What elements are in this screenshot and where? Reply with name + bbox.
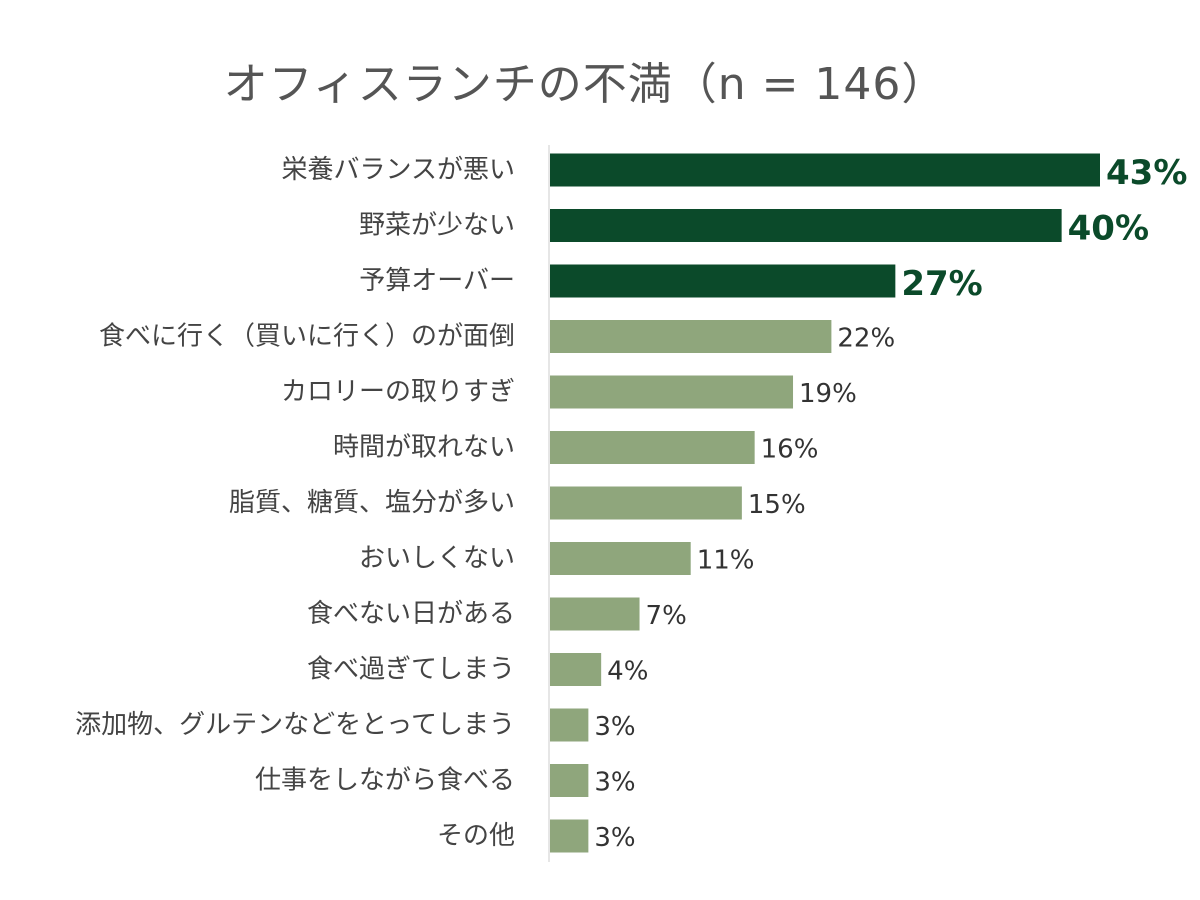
value-label-10: 3% bbox=[594, 712, 635, 742]
category-label-3: 食べに行く（買いに行く）のが面倒 bbox=[99, 322, 515, 352]
bar-12 bbox=[550, 819, 589, 853]
category-label-2: 予算オーバー bbox=[359, 266, 515, 296]
value-label-11: 3% bbox=[594, 768, 635, 798]
bar-4 bbox=[550, 375, 794, 409]
category-labels-group: 栄養バランスが悪い野菜が少ない予算オーバー食べに行く（買いに行く）のが面倒カロリ… bbox=[75, 155, 515, 851]
value-labels-group: 43% 40% 27%22% 19% 16% 15% 11% 7% 4% 3% 3% 3% bbox=[594, 153, 1187, 853]
category-label-5: 時間が取れない bbox=[333, 433, 515, 463]
value-label-4: 19% bbox=[799, 379, 857, 409]
value-label-0: 43% bbox=[1106, 153, 1187, 193]
bar-1 bbox=[550, 209, 1062, 242]
bar-7 bbox=[550, 542, 691, 575]
value-label-3: 22% bbox=[837, 324, 895, 354]
bar-2 bbox=[550, 264, 896, 298]
category-label-8: 食べない日がある bbox=[307, 599, 515, 629]
category-label-12: その他 bbox=[437, 821, 515, 851]
category-label-0: 栄養バランスが悪い bbox=[282, 155, 515, 185]
value-label-1: 40% bbox=[1068, 209, 1149, 249]
value-label-7: 11% bbox=[697, 546, 755, 576]
category-label-4: カロリーの取りすぎ bbox=[281, 377, 515, 407]
category-label-10: 添加物、グルテンなどをとってしまう bbox=[75, 710, 515, 740]
bar-11 bbox=[550, 764, 589, 797]
category-label-9: 食べ過ぎてしまう bbox=[307, 655, 515, 685]
bar-0 bbox=[550, 153, 1100, 187]
value-label-2: 27% bbox=[901, 264, 982, 304]
value-label-9: 4% bbox=[607, 657, 648, 687]
bar-10 bbox=[550, 708, 589, 742]
category-label-7: おいしくない bbox=[359, 544, 515, 574]
category-label-6: 脂質、糖質、塩分が多い bbox=[229, 488, 515, 518]
chart-title: オフィスランチの不満（n = 146） bbox=[223, 59, 947, 110]
value-label-12: 3% bbox=[594, 823, 635, 853]
bar-5 bbox=[550, 431, 755, 464]
bars-group bbox=[550, 153, 1100, 853]
category-label-11: 仕事をしながら食べる bbox=[255, 766, 515, 796]
value-label-6: 15% bbox=[748, 490, 806, 520]
bar-6 bbox=[550, 486, 742, 520]
value-label-5: 16% bbox=[761, 435, 819, 465]
category-label-1: 野菜が少ない bbox=[359, 211, 515, 241]
bar-9 bbox=[550, 653, 602, 686]
bar-3 bbox=[550, 320, 832, 353]
value-label-8: 7% bbox=[646, 601, 687, 631]
bar-8 bbox=[550, 597, 640, 631]
